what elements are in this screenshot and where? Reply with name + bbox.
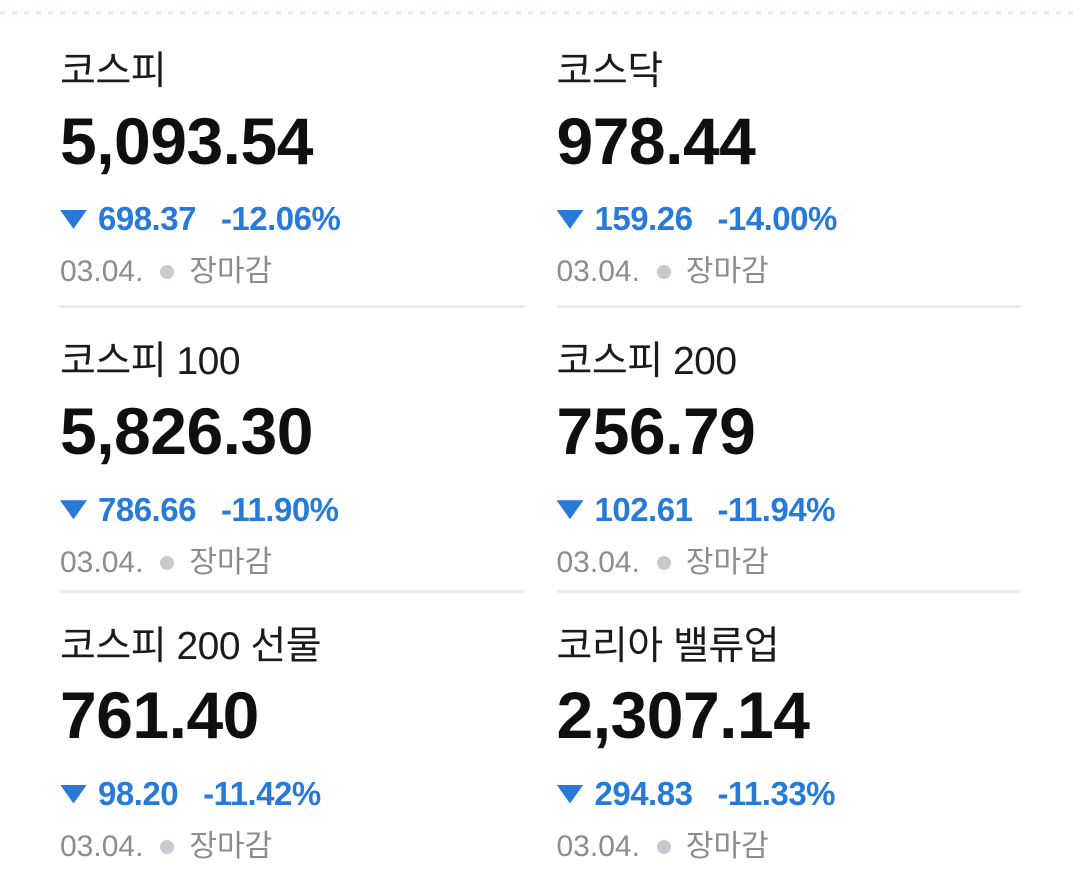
index-card[interactable]: 코스닥 978.44 159.26 -14.00% 03.04. 장마감 (556, 0, 1021, 305)
index-card[interactable]: 코스피 200 756.79 102.61 -11.94% 03.04. 장마감 (556, 305, 1021, 589)
trade-date: 03.04. (60, 830, 144, 864)
index-change: 786.66 -11.90% (60, 490, 524, 530)
index-meta: 03.04. 장마감 (557, 544, 1021, 582)
change-percent: -12.06% (220, 200, 341, 238)
index-value: 978.44 (556, 103, 756, 178)
trade-date: 03.04. (556, 545, 640, 579)
index-name: 코스닥 (556, 50, 664, 93)
index-meta: 03.04. 장마감 (60, 544, 524, 582)
index-name: 코스피 100 (60, 340, 241, 384)
index-card[interactable]: 코리아 밸류업 2,307.14 294.83 -11.33% 03.04. 장… (556, 589, 1021, 874)
index-card[interactable]: 코스피 200 선물 761.40 98.20 -11.42% 03.04. 장… (60, 589, 524, 874)
down-triangle-icon (60, 500, 87, 520)
top-dotted-divider (0, 11, 1080, 15)
index-change: 294.83 -11.33% (556, 774, 1021, 814)
change-value: 159.26 (594, 200, 693, 238)
trade-date: 03.04. (60, 255, 144, 289)
change-percent: -11.94% (717, 490, 836, 528)
index-change: 698.37 -12.06% (60, 199, 524, 239)
status-dot-icon (656, 840, 671, 855)
index-change: 98.20 -11.42% (60, 774, 524, 814)
index-meta: 03.04. 장마감 (557, 253, 1021, 291)
index-card[interactable]: 코스피 100 5,826.30 786.66 -11.90% 03.04. 장… (60, 305, 524, 589)
market-status: 장마감 (189, 255, 273, 289)
index-value: 756.79 (556, 394, 756, 469)
status-dot-icon (160, 555, 175, 570)
market-status: 장마감 (189, 830, 273, 864)
index-name: 코리아 밸류업 (556, 624, 780, 668)
index-meta: 03.04. 장마감 (60, 253, 524, 291)
market-status: 장마감 (685, 545, 769, 579)
index-change: 102.61 -11.94% (556, 490, 1021, 530)
index-value: 2,307.14 (556, 678, 810, 753)
trade-date: 03.04. (556, 830, 640, 864)
down-triangle-icon (556, 209, 584, 229)
down-triangle-icon (556, 784, 584, 804)
index-name: 코스피 (60, 50, 167, 93)
market-status: 장마감 (189, 545, 273, 579)
change-percent: -11.90% (220, 490, 339, 528)
market-status: 장마감 (685, 255, 769, 289)
change-percent: -11.33% (717, 775, 836, 813)
status-dot-icon (656, 555, 671, 570)
change-value: 98.20 (98, 775, 179, 813)
market-status: 장마감 (685, 830, 769, 864)
down-triangle-icon (60, 209, 87, 229)
trade-date: 03.04. (60, 545, 144, 579)
down-triangle-icon (556, 500, 584, 520)
index-card[interactable]: 코스피 5,093.54 698.37 -12.06% 03.04. 장마감 (60, 0, 524, 305)
status-dot-icon (160, 265, 175, 280)
index-value: 5,826.30 (60, 394, 313, 469)
status-dot-icon (160, 840, 175, 855)
change-value: 698.37 (98, 200, 196, 238)
trade-date: 03.04. (556, 255, 640, 289)
index-value: 761.40 (60, 678, 259, 753)
index-value: 5,093.54 (60, 103, 313, 178)
index-change: 159.26 -14.00% (556, 199, 1021, 239)
index-name: 코스피 200 선물 (60, 624, 322, 668)
index-meta: 03.04. 장마감 (557, 828, 1021, 866)
status-dot-icon (656, 265, 671, 280)
index-meta: 03.04. 장마감 (60, 828, 524, 866)
change-value: 294.83 (594, 775, 693, 813)
change-percent: -11.42% (203, 775, 321, 813)
change-percent: -14.00% (717, 200, 837, 238)
change-value: 102.61 (594, 490, 693, 528)
change-value: 786.66 (98, 490, 196, 528)
down-triangle-icon (60, 784, 87, 804)
index-name: 코스피 200 (556, 340, 738, 384)
